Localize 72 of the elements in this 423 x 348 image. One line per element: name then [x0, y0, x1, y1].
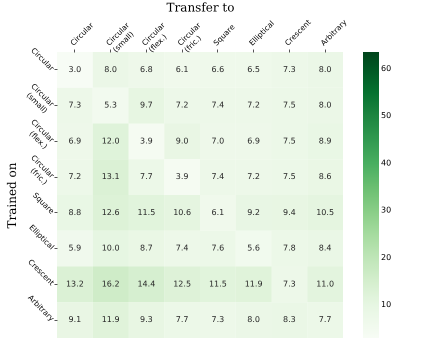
data-label: 7.5 — [283, 100, 296, 110]
data-label: 8.0 — [318, 64, 332, 74]
data-label: 6.9 — [68, 136, 82, 146]
color-bar-label: 10 — [381, 300, 392, 309]
data-label: 8.0 — [104, 64, 117, 74]
data-label: 8.6 — [318, 172, 332, 182]
data-label: 7.7 — [140, 172, 153, 182]
data-label: 8.8 — [68, 208, 82, 217]
data-label: 6.5 — [247, 64, 260, 74]
data-label: 9.4 — [283, 208, 296, 217]
data-label: 10.5 — [316, 208, 334, 217]
data-label: 7.8 — [283, 244, 296, 253]
data-label: 9.1 — [68, 315, 82, 324]
data-label: 6.1 — [176, 64, 188, 74]
color-bar-label: 40 — [381, 158, 392, 168]
data-label: 9.0 — [176, 136, 188, 146]
y-axis-title: Trained on — [4, 162, 19, 229]
data-label: 11.9 — [244, 279, 263, 288]
color-bar-label: 50 — [381, 111, 392, 120]
data-label: 3.9 — [140, 136, 153, 146]
data-label: 7.2 — [176, 100, 188, 110]
data-label: 8.7 — [140, 244, 153, 253]
data-label: 9.3 — [140, 315, 153, 324]
data-label: 7.2 — [68, 172, 82, 182]
data-label: 7.5 — [283, 172, 296, 182]
data-label: 6.8 — [140, 64, 153, 74]
data-label: 7.4 — [212, 100, 224, 110]
data-label: 13.2 — [66, 279, 84, 288]
data-label: 5.3 — [104, 100, 117, 110]
data-label: 5.6 — [247, 244, 260, 253]
data-label: 10.0 — [102, 244, 120, 253]
x-axis-title: Transfer to — [166, 0, 234, 14]
data-label: 8.9 — [318, 136, 332, 146]
color-bar-label: 30 — [381, 206, 392, 215]
data-label: 7.7 — [176, 315, 188, 324]
data-label: 9.7 — [140, 100, 153, 110]
data-label: 9.2 — [247, 208, 260, 217]
data-label: 7.2 — [247, 100, 260, 110]
data-label: 11.5 — [208, 279, 227, 288]
data-label: 11.5 — [137, 208, 156, 217]
data-label: 7.3 — [212, 315, 224, 324]
data-label: 7.4 — [212, 172, 224, 182]
data-label: 7.0 — [212, 136, 224, 146]
data-label: 8.0 — [247, 315, 260, 324]
color-bar-label: 60 — [381, 64, 392, 73]
data-label: 16.2 — [102, 279, 120, 288]
data-label: 8.3 — [283, 315, 296, 324]
data-label: 14.4 — [137, 279, 156, 288]
data-label: 12.5 — [173, 279, 192, 288]
data-label: 11.9 — [102, 315, 120, 324]
data-label: 7.6 — [212, 244, 224, 253]
data-label: 12.6 — [102, 208, 120, 217]
data-label: 8.4 — [318, 244, 332, 253]
data-label: 6.1 — [212, 208, 224, 217]
data-label: 7.5 — [283, 136, 296, 146]
data-label: 5.9 — [68, 244, 82, 253]
data-label: 8.0 — [318, 100, 332, 110]
data-label: 7.7 — [318, 315, 332, 324]
data-label: 11.0 — [316, 279, 334, 288]
data-label: 10.6 — [173, 208, 192, 217]
data-label: 7.3 — [283, 279, 296, 288]
data-label: 12.0 — [102, 136, 120, 146]
data-label: 7.3 — [68, 100, 82, 110]
data-label: 3.0 — [68, 64, 82, 74]
data-label: 6.9 — [247, 136, 260, 146]
data-label: 7.3 — [283, 64, 296, 74]
data-label: 13.1 — [102, 172, 120, 182]
data-label: 3.9 — [176, 172, 188, 182]
data-label: 6.6 — [212, 64, 224, 74]
data-label: 7.2 — [247, 172, 260, 182]
color-bar-label: 20 — [381, 252, 392, 262]
data-label: 7.4 — [176, 244, 188, 253]
